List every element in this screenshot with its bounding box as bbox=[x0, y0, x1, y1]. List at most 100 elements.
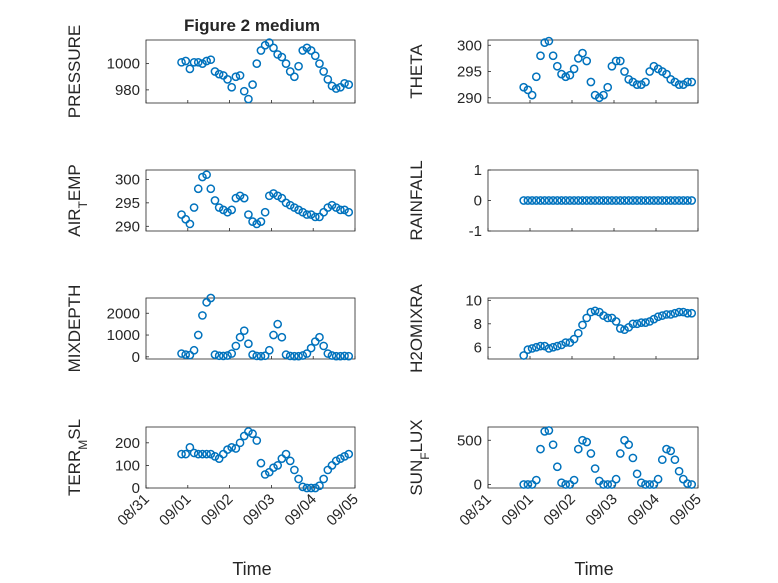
data-point bbox=[310, 483, 320, 493]
data-point bbox=[223, 351, 232, 360]
data-point bbox=[578, 320, 587, 330]
data-point bbox=[687, 308, 697, 318]
x-tick-label: 09/03 bbox=[240, 491, 279, 530]
y-tick-label: 290 bbox=[115, 218, 140, 235]
data-point bbox=[331, 351, 341, 361]
data-point bbox=[620, 196, 629, 205]
y-tick-label: 6 bbox=[474, 339, 482, 356]
data-point bbox=[206, 55, 216, 65]
data-point bbox=[290, 351, 299, 361]
data-point bbox=[531, 196, 541, 205]
data-point bbox=[193, 184, 203, 194]
data-point bbox=[561, 338, 571, 347]
data-point bbox=[523, 196, 533, 205]
data-point bbox=[344, 80, 354, 89]
data-point bbox=[319, 67, 328, 76]
data-point bbox=[189, 57, 199, 67]
data-point bbox=[269, 463, 278, 473]
x-axis-label-right: Time bbox=[574, 559, 613, 579]
data-point bbox=[519, 480, 529, 489]
data-point bbox=[218, 205, 228, 215]
data-point bbox=[544, 196, 554, 205]
data-point bbox=[227, 442, 237, 452]
subplot-row2-right: -1 0 1 RAINFALL bbox=[407, 160, 699, 241]
data-point bbox=[649, 196, 659, 205]
data-point bbox=[273, 319, 283, 329]
data-point bbox=[244, 210, 253, 219]
data-point bbox=[319, 341, 328, 351]
data-point bbox=[611, 56, 621, 66]
data-point bbox=[536, 444, 545, 454]
data-point bbox=[569, 475, 579, 485]
subplot-row3-left: 0 1000 2000 MIXDEPTH bbox=[65, 285, 356, 372]
data-point bbox=[315, 481, 324, 491]
data-point bbox=[645, 196, 655, 205]
data-point bbox=[531, 342, 541, 352]
y-tick-label: 1000 bbox=[107, 56, 140, 73]
data-point bbox=[687, 196, 697, 205]
axes-frame bbox=[145, 169, 356, 232]
data-point bbox=[662, 310, 671, 319]
data-point bbox=[607, 196, 617, 205]
data-point bbox=[290, 72, 299, 82]
data-point bbox=[185, 442, 195, 452]
y-tick-label: 0 bbox=[474, 476, 482, 493]
axes-frame bbox=[145, 297, 356, 360]
data-point bbox=[674, 466, 684, 476]
x-tick-label: 09/05 bbox=[323, 491, 362, 530]
y-tick-label: 200 bbox=[115, 435, 140, 452]
data-point bbox=[298, 207, 308, 217]
data-point bbox=[252, 436, 262, 445]
data-point bbox=[181, 56, 191, 66]
data-point bbox=[582, 196, 592, 205]
data-point bbox=[319, 474, 328, 484]
data-point bbox=[260, 207, 270, 217]
y-tick-label: 300 bbox=[115, 171, 140, 188]
data-point bbox=[628, 319, 638, 329]
data-point bbox=[252, 219, 262, 229]
data-point bbox=[523, 345, 533, 354]
data-point bbox=[536, 341, 545, 351]
data-point bbox=[544, 36, 554, 46]
data-point bbox=[674, 80, 684, 89]
data-point bbox=[294, 61, 303, 71]
data-point bbox=[683, 77, 692, 87]
data-point bbox=[189, 345, 199, 355]
data-point bbox=[607, 480, 617, 489]
data-point bbox=[519, 196, 529, 205]
data-point bbox=[683, 479, 692, 488]
data-point bbox=[620, 67, 629, 76]
data-point bbox=[344, 207, 354, 217]
data-point bbox=[193, 57, 203, 67]
data-point bbox=[611, 196, 621, 205]
data-point bbox=[248, 80, 257, 89]
data-point bbox=[544, 426, 554, 435]
data-point bbox=[239, 193, 249, 203]
data-point bbox=[290, 465, 299, 475]
data-point bbox=[603, 196, 613, 205]
data-point bbox=[603, 480, 613, 489]
data-point bbox=[620, 325, 629, 335]
data-point bbox=[649, 480, 659, 489]
data-point bbox=[256, 351, 266, 361]
data-point bbox=[615, 449, 625, 458]
data-point bbox=[666, 310, 676, 319]
data-point bbox=[678, 196, 688, 205]
data-point bbox=[636, 318, 646, 327]
data-point bbox=[594, 196, 604, 205]
subplot-row3-right: 6 8 10 H2OMIXRA bbox=[407, 283, 699, 373]
data-point bbox=[264, 345, 274, 355]
data-point bbox=[315, 59, 324, 68]
data-point bbox=[536, 196, 545, 205]
data-point bbox=[185, 64, 195, 74]
data-point bbox=[611, 474, 621, 484]
y-tick-label: 2000 bbox=[107, 305, 140, 322]
y-tick-label: 0 bbox=[132, 480, 140, 497]
data-point bbox=[586, 196, 596, 205]
figure-title: Figure 2 medium bbox=[184, 16, 320, 35]
axes-frame bbox=[487, 297, 699, 360]
data-point bbox=[565, 196, 575, 205]
data-point bbox=[306, 343, 316, 353]
